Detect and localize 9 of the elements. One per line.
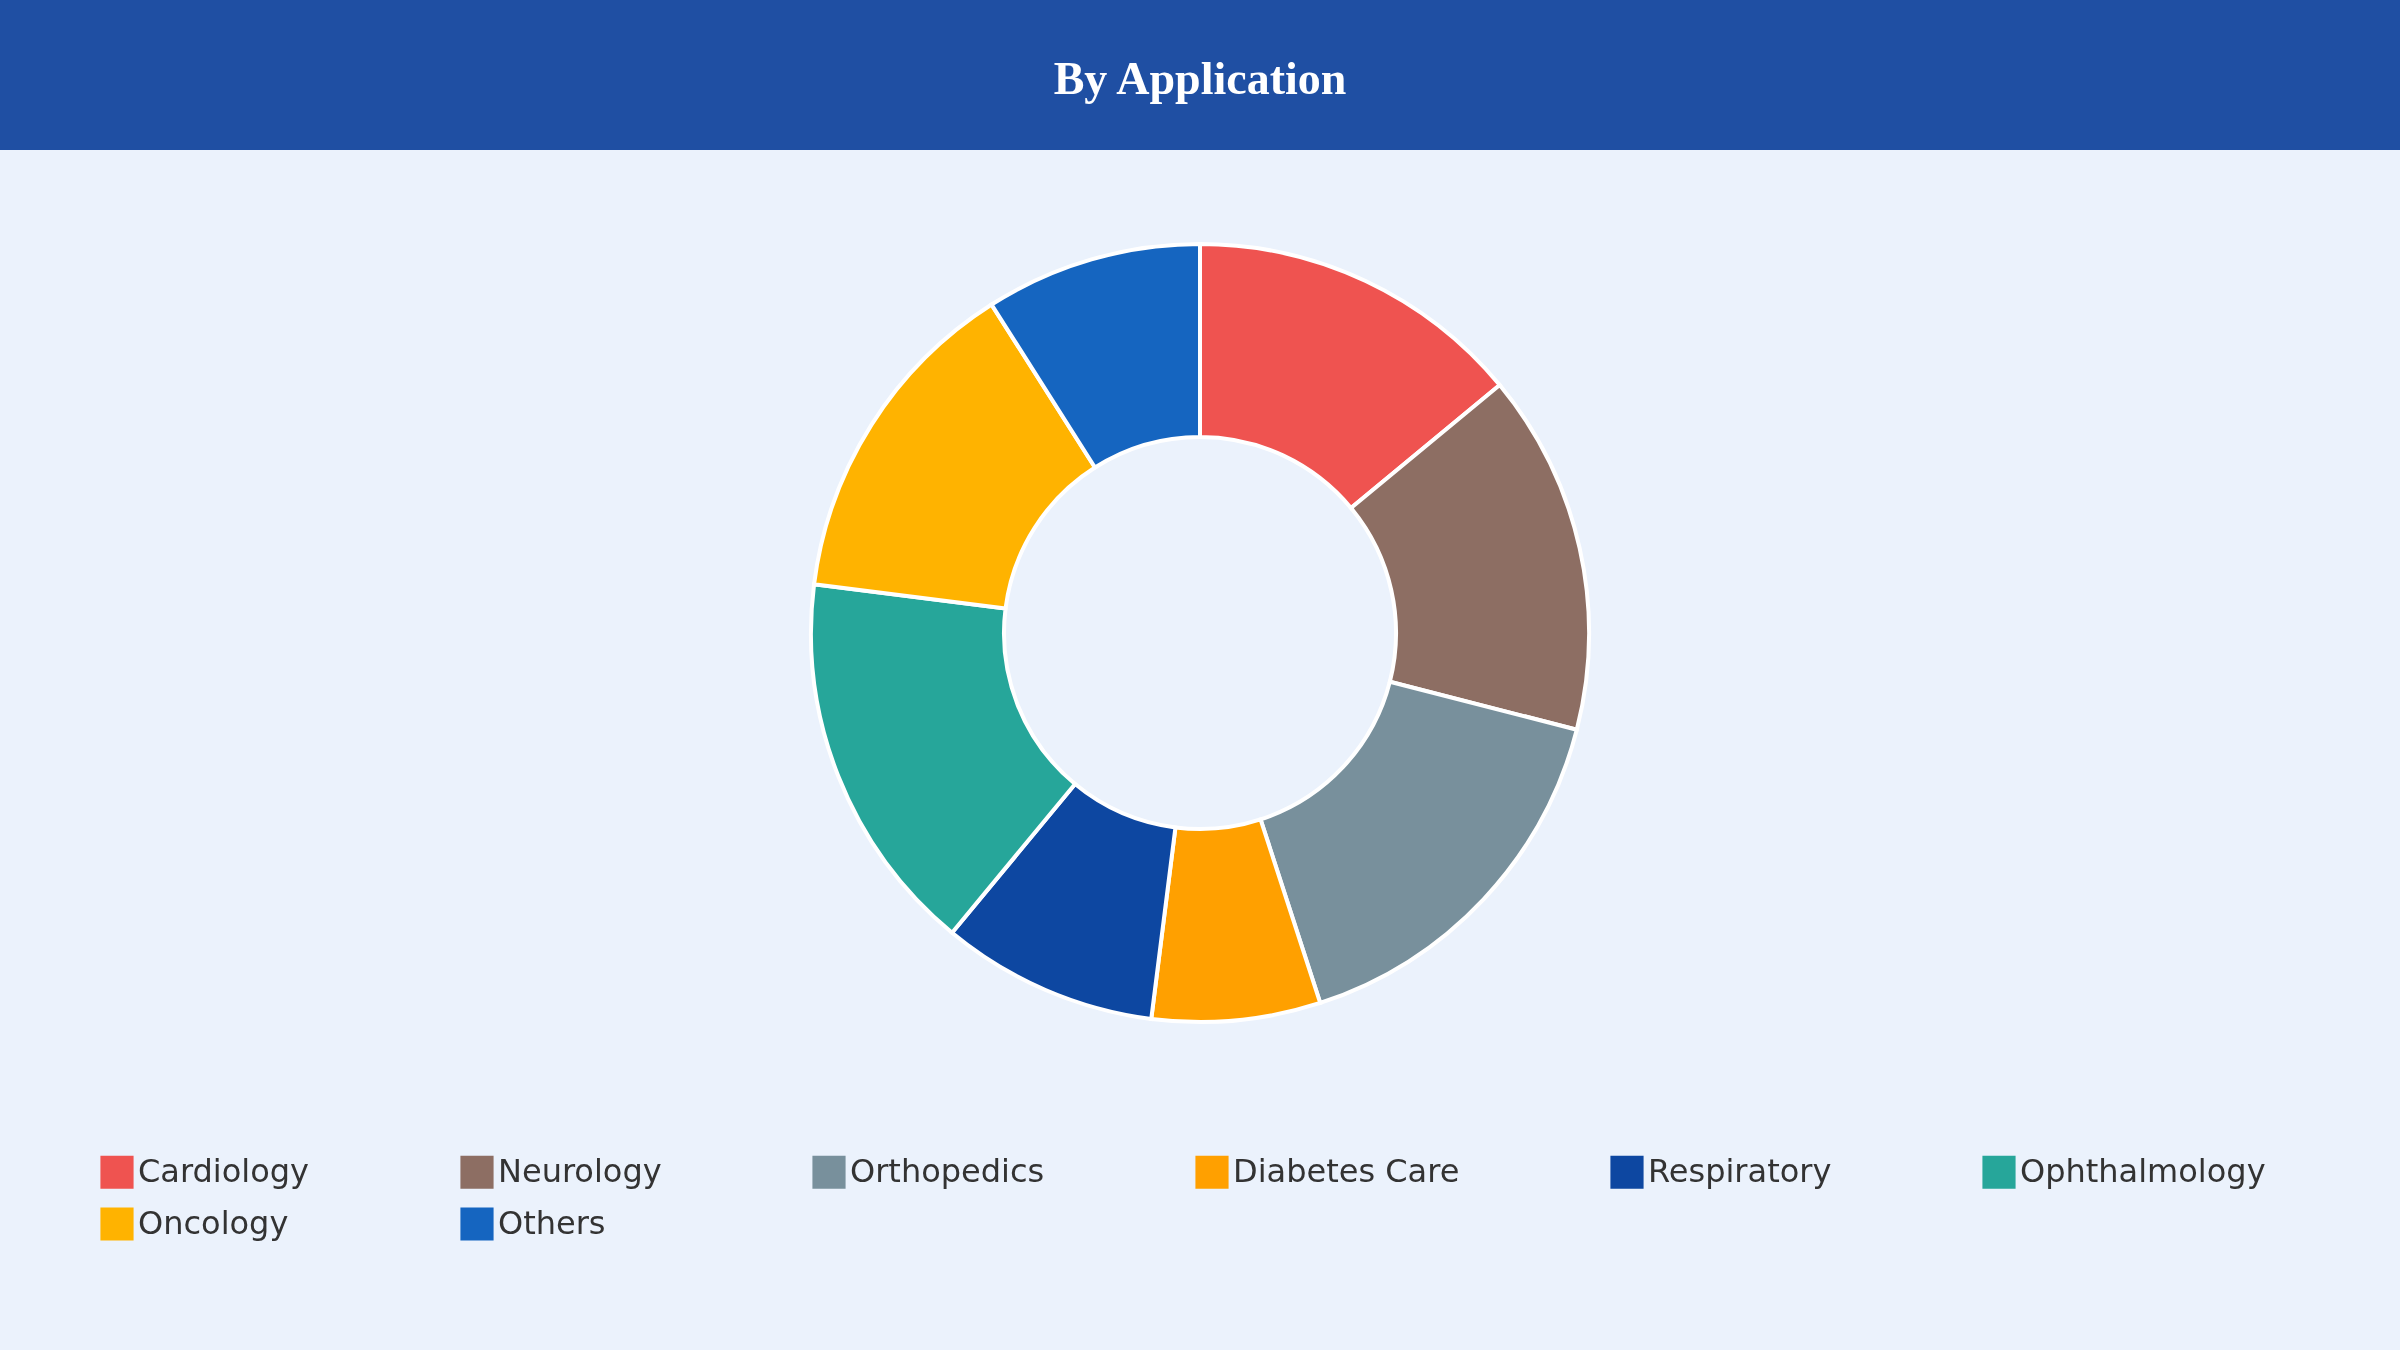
legend-label: Others — [498, 1204, 606, 1242]
legend-label: Ophthalmology — [2020, 1152, 2266, 1191]
legend-label: Neurology — [498, 1152, 662, 1191]
chart-title: By Application — [1053, 53, 1347, 104]
legend-label: Cardiology — [138, 1152, 310, 1191]
legend-label: Oncology — [138, 1204, 289, 1242]
legend-label: Diabetes Care — [1233, 1152, 1460, 1191]
legend-label: Orthopedics — [850, 1152, 1045, 1191]
legend-label: Respiratory — [1648, 1152, 1832, 1191]
